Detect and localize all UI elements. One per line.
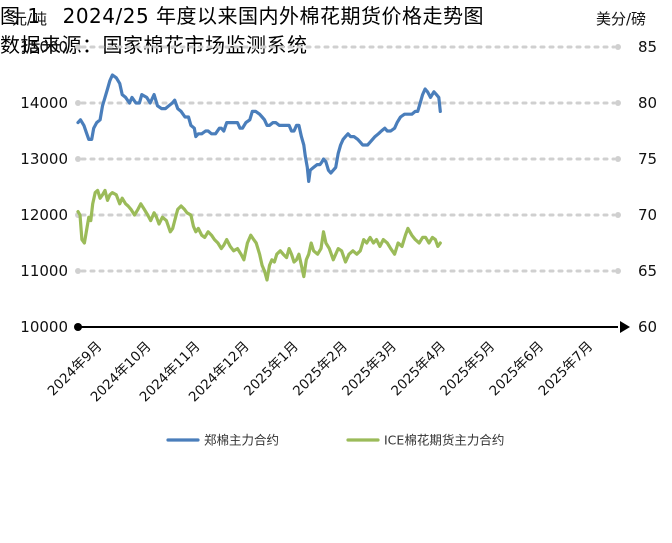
left-axis-tick-label: 12000 bbox=[20, 206, 68, 224]
series-line-zhengzhou bbox=[76, 73, 442, 183]
data-source: 数据来源：国家棉花市场监测系统 bbox=[0, 33, 308, 57]
gridline-end-dot bbox=[615, 156, 621, 162]
right-axis-tick-label: 60 bbox=[638, 318, 657, 336]
gridline-end-dot bbox=[75, 156, 81, 162]
right-axis-ticks: 60 65 70 75 80 85 bbox=[638, 38, 657, 336]
figure-title: 2024/25 年度以来国内外棉花期货价格走势图 bbox=[62, 4, 485, 28]
left-axis-tick-label: 10000 bbox=[20, 318, 68, 336]
figure-caption: 图 1 2024/25 年度以来国内外棉花期货价格走势图 bbox=[0, 0, 672, 29]
gridline-end-dot bbox=[615, 100, 621, 106]
x-axis-arrow bbox=[620, 321, 630, 333]
right-axis-tick-label: 85 bbox=[638, 38, 657, 56]
left-axis-tick-label: 13000 bbox=[20, 150, 68, 168]
gridline-end-dot bbox=[75, 100, 81, 106]
left-axis-tick-label: 11000 bbox=[20, 262, 68, 280]
gridline-end-dot bbox=[75, 268, 81, 274]
right-axis-unit-label: 美分/磅 bbox=[596, 10, 646, 28]
right-axis-tick-label: 80 bbox=[638, 94, 657, 112]
right-axis-tick-label: 70 bbox=[638, 206, 657, 224]
price-chart: 元/吨 美分/磅 100001100012000130001400015000 … bbox=[12, 10, 657, 448]
legend: 郑棉主力合约 ICE棉花期货主力合约 bbox=[166, 433, 504, 448]
x-axis-origin-dot bbox=[74, 323, 82, 331]
x-axis: 2024年9月2024年10月2024年11月2024年12月2025年1月20… bbox=[45, 321, 630, 405]
gridline-end-dot bbox=[75, 44, 81, 50]
gridline-end-dot bbox=[615, 212, 621, 218]
legend-label: ICE棉花期货主力合约 bbox=[384, 433, 504, 448]
legend-label: 郑棉主力合约 bbox=[204, 433, 279, 448]
right-axis-tick-label: 75 bbox=[638, 150, 657, 168]
gridline-end-dot bbox=[615, 44, 621, 50]
left-axis-ticks: 10000 11000 12000 13000 14000 15000 bbox=[20, 38, 68, 336]
left-axis-tick-label: 15000 bbox=[20, 38, 68, 56]
gridline-end-dot bbox=[615, 268, 621, 274]
gridlines bbox=[75, 44, 621, 274]
right-axis-tick-label: 65 bbox=[638, 262, 657, 280]
left-axis-unit-label: 元/吨 bbox=[12, 10, 47, 28]
left-axis-tick-label: 14000 bbox=[20, 94, 68, 112]
series-line-ice bbox=[76, 188, 442, 282]
figure-label: 图 1 bbox=[0, 4, 41, 28]
series-lines bbox=[76, 73, 442, 282]
